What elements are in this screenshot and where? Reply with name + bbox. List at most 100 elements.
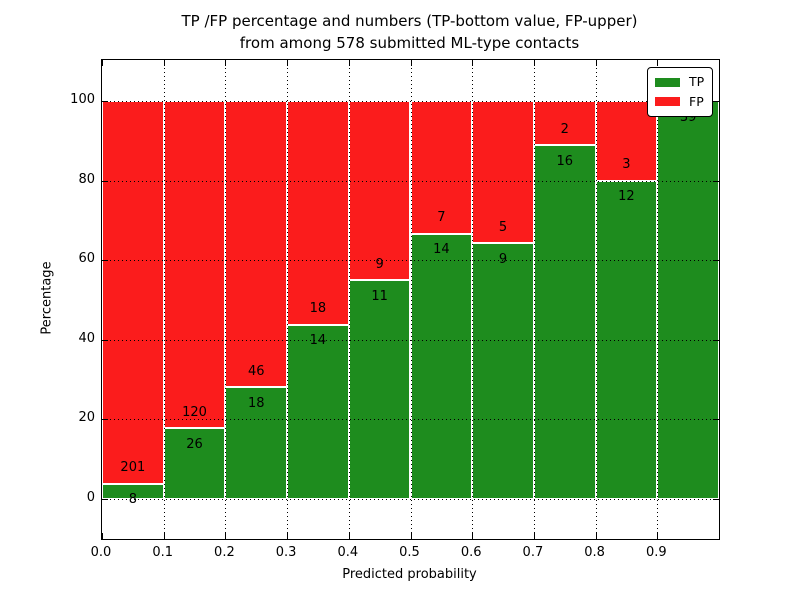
- tp-count-label: 14: [433, 242, 450, 258]
- bar-segment-tp: [225, 387, 288, 499]
- x-tick-mark: [348, 60, 350, 66]
- bar-segment-fp: [287, 101, 349, 325]
- x-tick-mark: [472, 60, 474, 66]
- chart-title-line-1: TP /FP percentage and numbers (TP-bottom…: [181, 12, 638, 30]
- gridline-v: [472, 60, 474, 539]
- fp-count-label: 7: [437, 210, 446, 226]
- x-tick-mark: [287, 60, 289, 66]
- chart-title: TP /FP percentage and numbers (TP-bottom…: [101, 10, 718, 54]
- bar-segment-fp: [102, 101, 164, 484]
- plot-area: 2018120264618181491171459216312039: [101, 59, 720, 540]
- gridline-v: [410, 60, 412, 539]
- x-tick-mark: [163, 533, 165, 539]
- x-tick-mark: [472, 533, 474, 539]
- bar-segment-tp: [657, 101, 719, 499]
- fp-count-label: 9: [375, 256, 384, 272]
- tp-count-label: 18: [247, 395, 265, 411]
- gridline-v: [163, 60, 165, 539]
- gridline-v: [533, 60, 535, 539]
- y-tick-mark: [102, 339, 108, 341]
- bar-segment-fp: [410, 101, 473, 234]
- x-tick-label: 0.8: [584, 545, 605, 560]
- x-tick-label: 0.2: [214, 545, 235, 560]
- y-tick-mark: [713, 339, 719, 341]
- x-tick-mark: [657, 533, 659, 539]
- y-tick-label: 20: [78, 410, 95, 426]
- tp-swatch-icon: [655, 77, 680, 87]
- x-tick-mark: [533, 60, 535, 66]
- y-tick-label: 100: [70, 92, 95, 107]
- bar-segment-tp: [533, 145, 596, 499]
- x-tick-label: 0.1: [152, 545, 174, 560]
- fp-count-label: 5: [498, 219, 508, 235]
- chart-title-line-2: from among 578 submitted ML-type contact…: [239, 34, 580, 52]
- y-tick-mark: [102, 419, 108, 421]
- gridline-v: [348, 60, 350, 539]
- y-tick-mark: [102, 101, 108, 102]
- x-tick-mark: [410, 60, 412, 66]
- y-tick-mark: [102, 499, 108, 500]
- x-tick-label: 0.6: [460, 545, 482, 560]
- legend-label-tp: TP: [689, 74, 705, 89]
- x-tick-mark: [225, 533, 227, 539]
- y-tick-label: 0: [86, 490, 95, 505]
- x-tick-label: 0.7: [522, 545, 544, 560]
- gridline-v: [287, 60, 289, 539]
- bar-segment-tp: [410, 233, 473, 499]
- gridline-v: [595, 60, 597, 539]
- bar-segment-fp: [225, 101, 288, 388]
- bar-segment-tp: [163, 428, 226, 499]
- legend-label-fp: FP: [689, 93, 704, 109]
- fp-count-label: 18: [309, 301, 327, 317]
- x-tick-mark: [225, 60, 227, 66]
- legend-entry-tp: TP: [655, 74, 705, 89]
- gridline-v: [657, 60, 659, 539]
- y-tick-label: 60: [78, 251, 95, 267]
- y-tick-mark: [713, 180, 719, 182]
- fp-swatch-icon: [655, 97, 680, 107]
- fp-count-label: 120: [182, 404, 207, 420]
- tp-count-label: 16: [556, 153, 573, 169]
- x-tick-label: 0.3: [275, 545, 297, 560]
- tp-count-label: 8: [128, 492, 137, 508]
- y-tick-label: 40: [78, 330, 95, 346]
- gridline-v: [225, 60, 227, 539]
- y-tick-mark: [713, 499, 719, 500]
- y-tick-mark: [713, 101, 719, 102]
- tp-count-label: 9: [498, 251, 508, 267]
- x-tick-label: 0.9: [645, 545, 667, 560]
- y-axis-label: Percentage: [39, 261, 55, 335]
- x-tick-label: 0.0: [90, 545, 112, 560]
- x-tick-mark: [287, 533, 289, 539]
- bar-segment-fp: [163, 101, 226, 429]
- y-tick-mark: [102, 180, 108, 182]
- tp-count-label: 26: [186, 436, 203, 452]
- bar-segment-tp: [102, 483, 164, 499]
- legend-entry-fp: FP: [655, 93, 705, 109]
- x-tick-mark: [595, 60, 597, 66]
- x-tick-label: 0.4: [337, 545, 359, 560]
- x-tick-mark: [657, 60, 659, 66]
- bar-segment-tp: [287, 324, 349, 499]
- tp-count-label: 14: [309, 333, 327, 349]
- x-tick-mark: [595, 533, 597, 539]
- bar-segment-fp: [348, 101, 411, 281]
- x-tick-mark: [102, 533, 103, 539]
- bar-segment-tp: [348, 280, 411, 499]
- x-tick-label: 0.5: [399, 545, 420, 560]
- legend: TP FP: [647, 67, 713, 117]
- y-tick-mark: [713, 419, 719, 421]
- fp-count-label: 3: [622, 157, 631, 173]
- tp-count-label: 11: [371, 288, 388, 304]
- bar-segment-tp: [595, 180, 658, 499]
- y-tick-mark: [102, 260, 108, 262]
- y-tick-label: 80: [78, 171, 95, 187]
- x-tick-mark: [410, 533, 412, 539]
- bar-segment-tp: [472, 243, 534, 499]
- x-tick-mark: [102, 60, 103, 66]
- fp-count-label: 201: [120, 460, 146, 476]
- y-tick-mark: [713, 260, 719, 262]
- x-axis-label: Predicted probability: [342, 567, 477, 582]
- x-tick-mark: [163, 60, 165, 66]
